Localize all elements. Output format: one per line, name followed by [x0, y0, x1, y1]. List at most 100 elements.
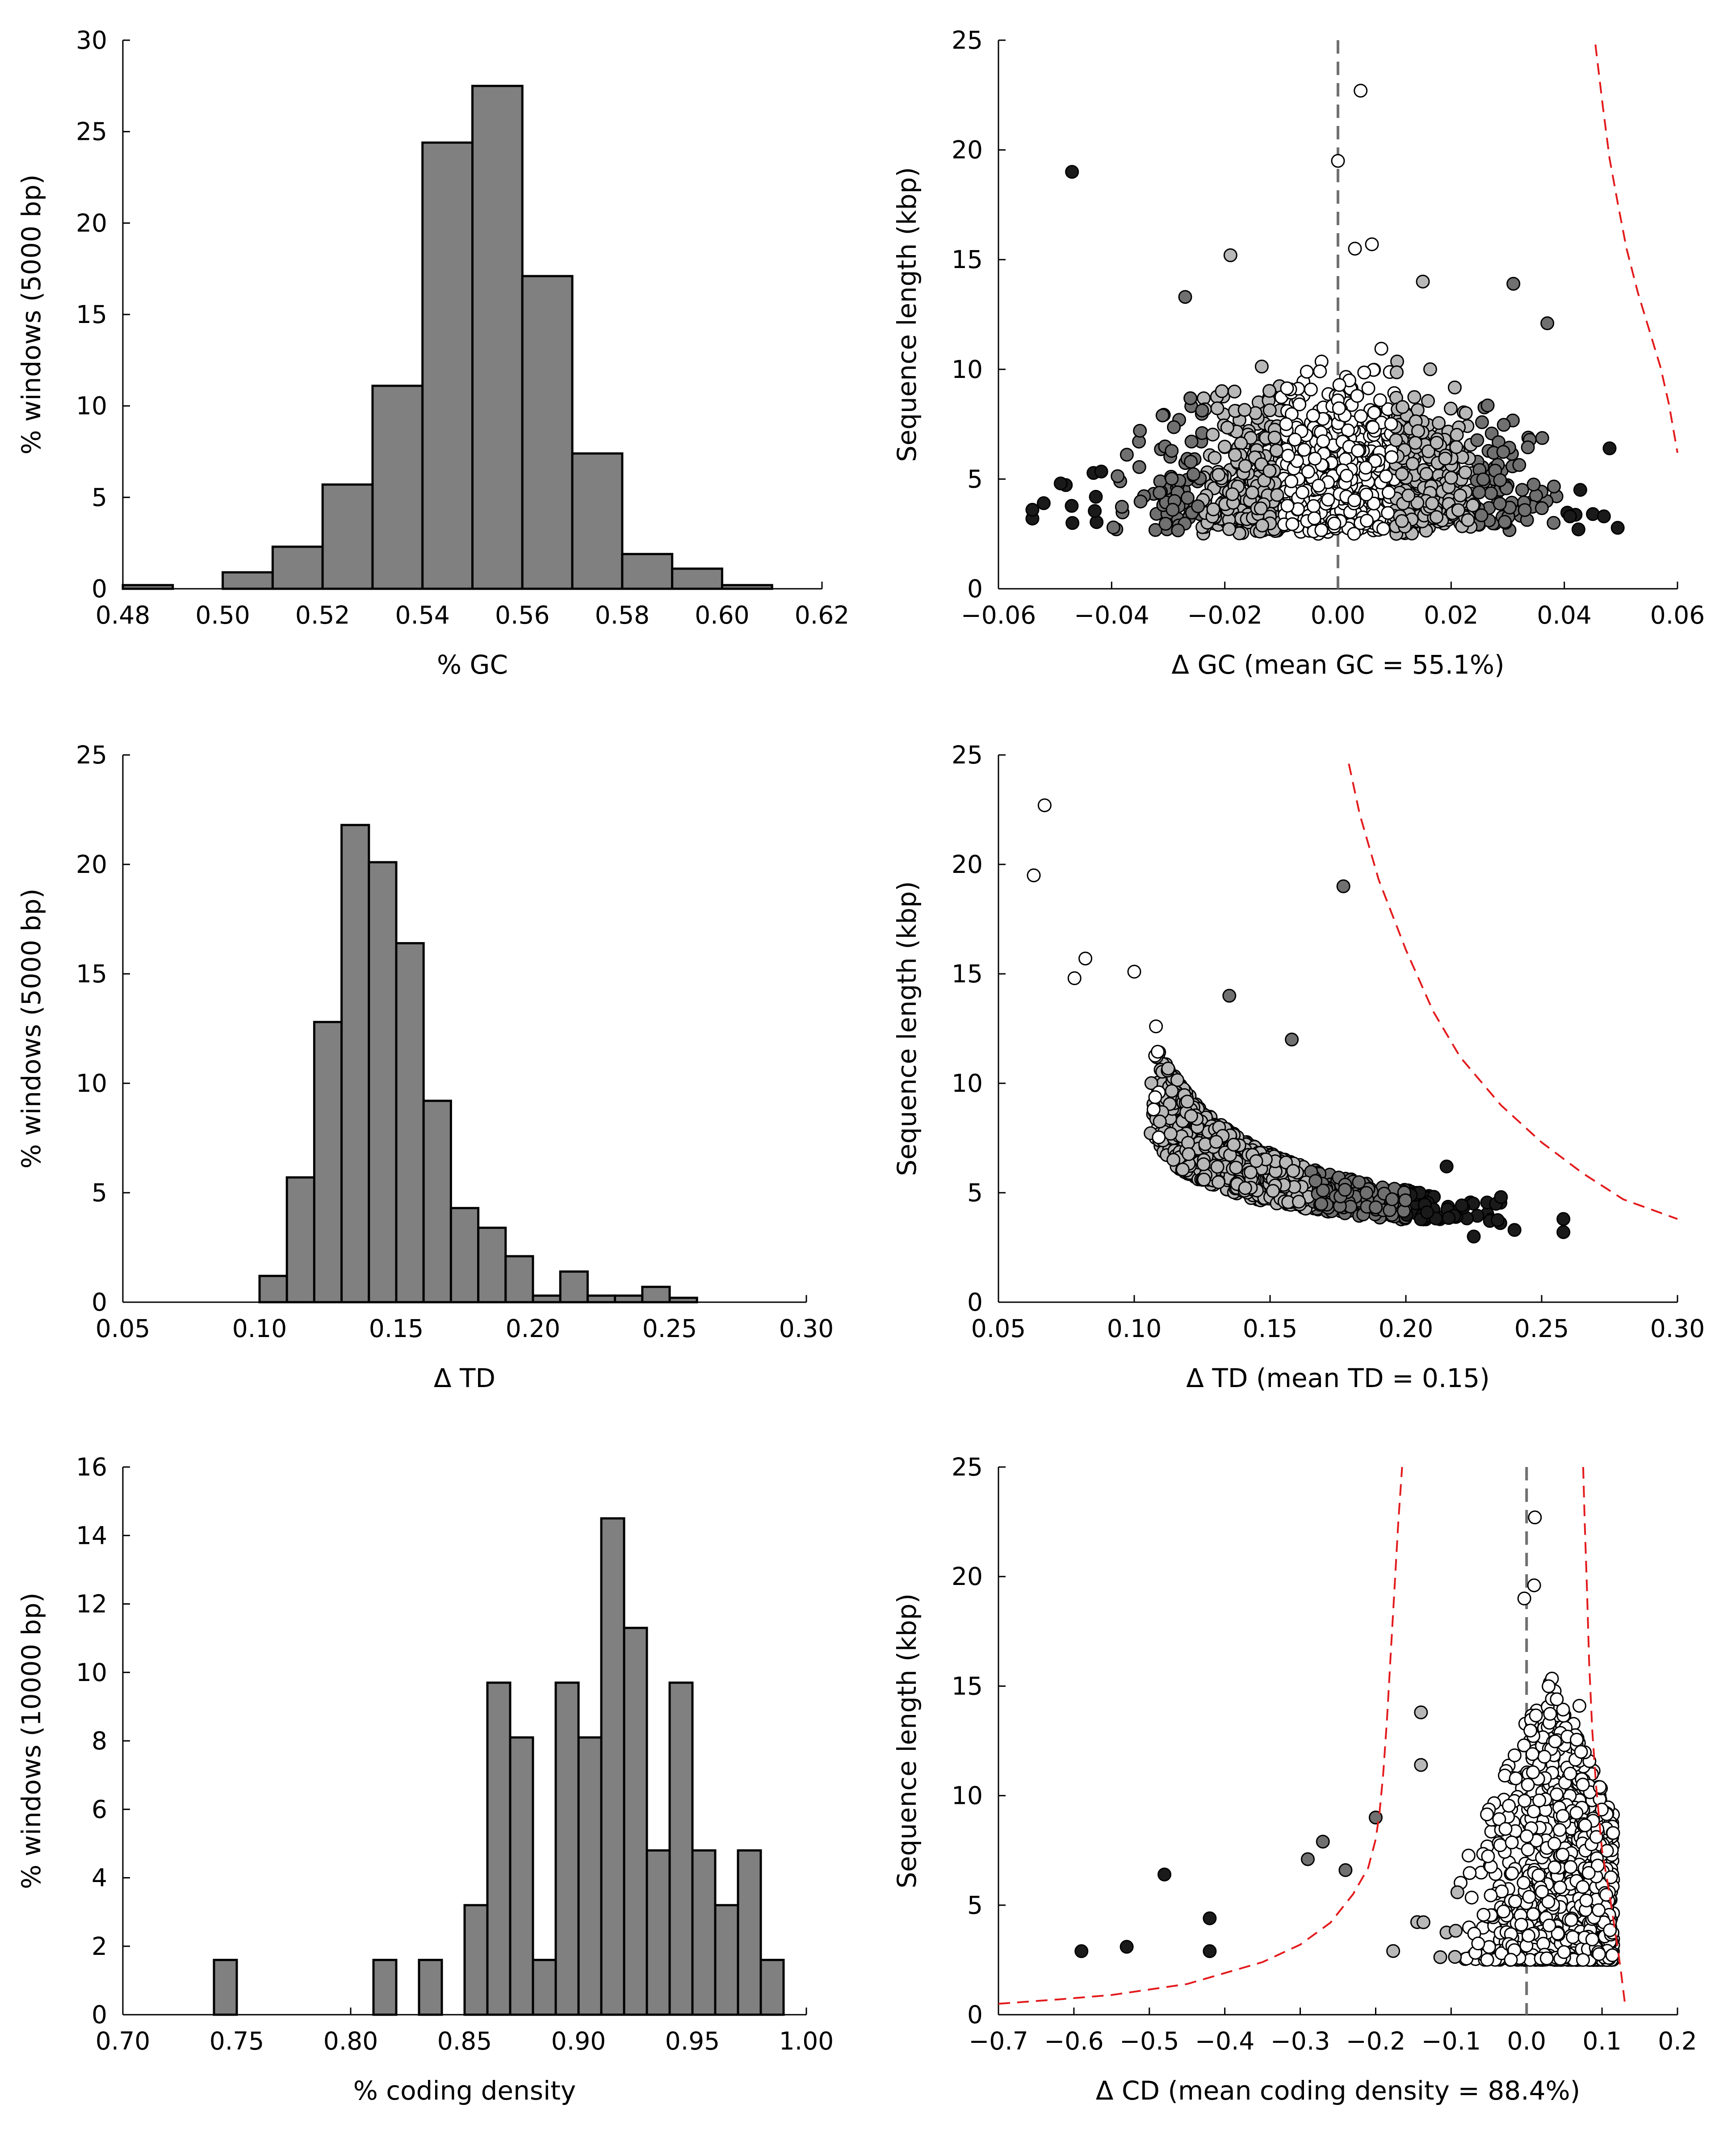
scatter-point — [1416, 274, 1430, 289]
scatter-point — [1175, 1162, 1190, 1177]
scatter-point — [1492, 1812, 1506, 1826]
scatter-point — [1576, 1777, 1590, 1792]
y-tick-label: 6 — [92, 1795, 107, 1824]
x-tick-label: 0.0 — [1507, 2027, 1546, 2055]
scatter-point — [1408, 436, 1422, 450]
scatter-point — [1521, 1843, 1535, 1857]
scatter-point — [1491, 1213, 1505, 1227]
x-tick-label: 0.50 — [195, 601, 250, 629]
scatter-point — [1288, 432, 1302, 447]
histogram-bar — [313, 1021, 343, 1304]
scatter-point — [1564, 1913, 1578, 1927]
scatter-point — [1384, 417, 1398, 431]
y-axis-label: % windows (5000 bp) — [16, 889, 46, 1169]
scatter-point — [1244, 1165, 1258, 1179]
scatter-point — [1556, 1702, 1570, 1717]
scatter-point — [1522, 1890, 1536, 1904]
scatter-point — [1180, 1094, 1195, 1109]
y-tick-label: 25 — [952, 1453, 983, 1481]
scatter-point — [1484, 486, 1498, 500]
y-tick-label: 15 — [76, 960, 107, 988]
x-tick-label: 1.00 — [779, 2027, 834, 2055]
histogram-bar — [422, 1099, 452, 1304]
x-tick-label: 0.00 — [1311, 601, 1365, 629]
x-axis-label: % GC — [437, 650, 508, 680]
scatter-point — [1407, 390, 1422, 404]
scatter-point — [1498, 1822, 1513, 1836]
scatter-point — [1321, 493, 1335, 507]
histogram-bar — [691, 1849, 717, 2016]
scatter-point — [1120, 448, 1134, 462]
histogram-bar — [222, 571, 274, 590]
scatter-point — [1212, 468, 1226, 482]
y-tick-label: 0 — [92, 2000, 107, 2029]
y-tick-label: 10 — [952, 1069, 983, 1098]
x-tick-label: 0.30 — [1650, 1314, 1705, 1343]
scatter-point — [1238, 1181, 1252, 1195]
x-tick-label: 0.58 — [595, 601, 650, 629]
x-tick-label: 0.20 — [506, 1314, 560, 1343]
scatter-point — [1237, 403, 1252, 417]
scatter-point — [1502, 1798, 1516, 1813]
scatter-point — [1167, 420, 1181, 434]
scatter-point — [1528, 1510, 1542, 1525]
scatter-point — [1208, 451, 1222, 465]
scatter-point — [1574, 1745, 1588, 1759]
scatter-point — [1439, 1159, 1454, 1174]
scatter-point — [1480, 398, 1495, 413]
y-tick-label: 14 — [76, 1521, 107, 1550]
scatter-point — [1564, 1860, 1578, 1874]
scatter-point — [1556, 1848, 1570, 1862]
scatter-point — [1401, 488, 1416, 503]
scatter-point — [1266, 1184, 1280, 1198]
y-tick-label: 10 — [952, 1782, 983, 1810]
scatter-point — [1514, 1917, 1529, 1932]
scatter-point — [1149, 1019, 1163, 1034]
scatter-point — [1132, 460, 1146, 474]
scatter-point — [1493, 1838, 1507, 1853]
scatter-point — [1605, 1948, 1619, 1962]
scatter-point — [1527, 1578, 1541, 1593]
y-tick-label: 15 — [952, 1672, 983, 1700]
x-tick-label: 0.30 — [779, 1314, 834, 1343]
scatter-point — [1556, 1809, 1570, 1823]
scatter-point — [1225, 487, 1240, 501]
x-tick-label: 0.02 — [1424, 601, 1478, 629]
y-tick-label: 16 — [76, 1453, 107, 1481]
scatter-point — [1566, 1930, 1580, 1944]
scatter-point — [1481, 1849, 1495, 1863]
scatter-point — [1579, 1893, 1593, 1907]
scatter-point — [1171, 523, 1185, 537]
scatter-point — [1196, 1157, 1211, 1171]
y-tick-label: 15 — [76, 300, 107, 329]
y-tick-label: 20 — [952, 850, 983, 879]
y-tick-label: 10 — [952, 355, 983, 384]
scatter-point — [1476, 1907, 1491, 1922]
scatter-point — [1395, 467, 1409, 481]
x-tick-label: −0.2 — [1346, 2027, 1406, 2055]
x-axis-label: Δ TD — [434, 1363, 495, 1393]
scatter-point — [1306, 408, 1320, 423]
scatter-point — [1535, 1885, 1549, 1899]
scatter-point — [1430, 436, 1444, 450]
scatter-point — [1065, 499, 1079, 513]
scatter-point — [1610, 521, 1625, 535]
scatter-point — [1161, 1061, 1175, 1076]
scatter-point — [1541, 1895, 1556, 1909]
scatter-point — [1238, 459, 1252, 473]
scatter-point — [1474, 508, 1489, 523]
y-tick-label: 10 — [76, 1658, 107, 1687]
histogram-bar — [213, 1958, 238, 2016]
scatter-point — [1184, 1109, 1198, 1123]
scatter-point — [1576, 1880, 1590, 1894]
scatter-point — [1367, 406, 1381, 420]
scatter-point — [1443, 402, 1458, 416]
scatter-point — [1494, 1190, 1508, 1204]
scatter-point — [1447, 380, 1462, 394]
scatter-point — [1157, 1867, 1172, 1882]
scatter-point — [1390, 365, 1404, 379]
scatter-cd-scatter: −0.7 −0.6 −0.5 −0.4 −0.3 −0.2 −0.1 0.0 0.1 0.2 0 5 1… — [892, 1453, 1697, 2106]
scatter-point — [1547, 1860, 1562, 1874]
scatter-point — [1432, 416, 1446, 430]
